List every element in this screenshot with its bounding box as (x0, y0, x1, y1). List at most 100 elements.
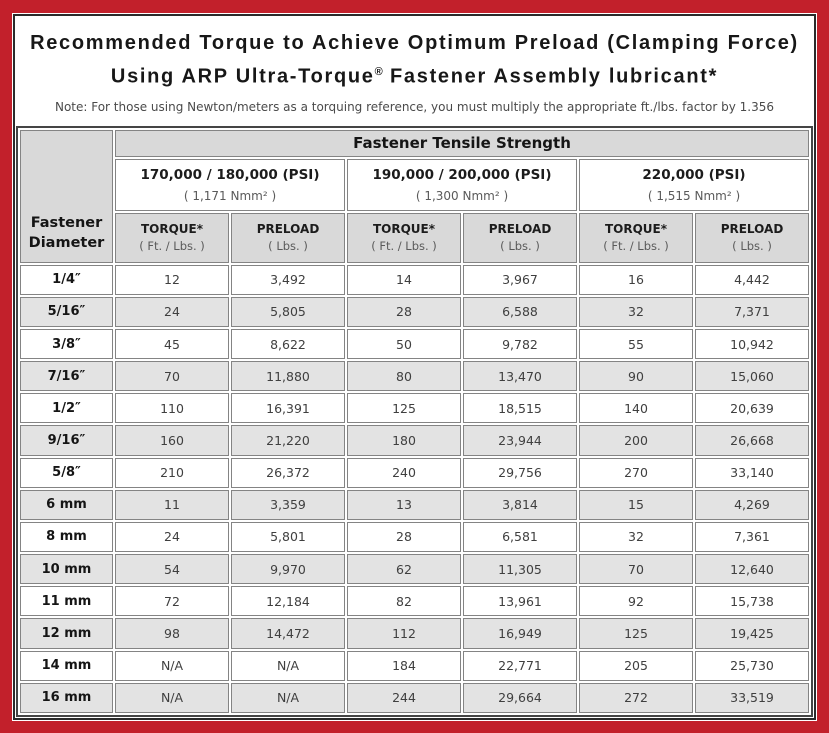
preload-value-cell: 3,492 (231, 264, 345, 295)
torque-value-cell: 205 (579, 650, 693, 681)
torque-value-cell: 98 (115, 618, 229, 649)
table-row: 9/16″ 160 21,220 180 23,944 200 26,668 (20, 425, 809, 456)
torque-value-cell: 13 (347, 489, 461, 520)
torque-value-cell: 90 (579, 361, 693, 392)
psi-group-header-row: 170,000 / 180,000 (PSI) ( 1,171 Nmm² ) 1… (20, 158, 809, 211)
preload-value-cell: 15,738 (695, 586, 809, 617)
preload-unit: ( Lbs. ) (732, 239, 772, 254)
fastener-diameter-header-line2: Diameter (28, 234, 105, 251)
title-line-2-suffix: Fastener Assembly lubricant* (382, 65, 719, 88)
torque-value-cell: 50 (347, 328, 461, 360)
fastener-diameter-cell: 11 mm (20, 586, 113, 617)
registered-trademark-icon: ® (374, 66, 383, 78)
preload-value-cell: 9,970 (231, 554, 345, 585)
torque-value-cell: 125 (579, 618, 693, 649)
torque-value-cell: 54 (115, 554, 229, 585)
torque-value-cell: 80 (347, 361, 461, 392)
psi-label: 220,000 (PSI) (642, 166, 746, 183)
table-row: 1/4″ 12 3,492 14 3,967 16 4,442 (20, 264, 809, 295)
newton-meters-note: Note: For those using Newton/meters as a… (54, 99, 775, 114)
torque-value-cell: 125 (347, 393, 461, 424)
table-row: 16 mm N/A N/A 244 29,664 272 33,519 (20, 682, 809, 713)
fastener-diameter-cell: 3/8″ (20, 328, 113, 360)
fastener-diameter-header: Fastener Diameter (20, 129, 113, 263)
torque-value-cell: 14 (347, 264, 461, 295)
psi-label: 190,000 / 200,000 (PSI) (372, 166, 552, 183)
table-row: 7/16″ 70 11,880 80 13,470 90 15,060 (20, 361, 809, 392)
torque-value-cell: 70 (579, 554, 693, 585)
preload-value-cell: 5,801 (231, 521, 345, 553)
preload-value-cell: 16,391 (231, 393, 345, 424)
torque-column-header: TORQUE* ( Ft. / Lbs. ) (115, 212, 229, 263)
table-row: 6 mm 11 3,359 13 3,814 15 4,269 (20, 489, 809, 520)
torque-value-cell: 15 (579, 489, 693, 520)
table-row: 14 mm N/A N/A 184 22,771 205 25,730 (20, 650, 809, 681)
title-line-1: Recommended Torque to Achieve Optimum Pr… (30, 32, 799, 54)
torque-value-cell: 12 (115, 264, 229, 295)
preload-value-cell: 13,961 (463, 586, 577, 617)
preload-value-cell: N/A (231, 682, 345, 713)
page-title: Recommended Torque to Achieve Optimum Pr… (15, 29, 814, 92)
fastener-diameter-cell: 1/2″ (20, 393, 113, 424)
title-line-2-prefix: Using ARP Ultra-Torque (110, 65, 375, 88)
preload-value-cell: 13,470 (463, 361, 577, 392)
preload-value-cell: 26,668 (695, 425, 809, 456)
table-body: 1/4″ 12 3,492 14 3,967 16 4,442 5/16″ 24 5,805 28 6… (20, 264, 809, 713)
torque-value-cell: 24 (115, 296, 229, 327)
fastener-diameter-cell: 5/16″ (20, 296, 113, 327)
torque-value-cell: 62 (347, 554, 461, 585)
table-row: 11 mm 72 12,184 82 13,961 92 15,738 (20, 586, 809, 617)
preload-value-cell: 11,880 (231, 361, 345, 392)
fastener-diameter-cell: 7/16″ (20, 361, 113, 392)
table-row: 1/2″ 110 16,391 125 18,515 140 20,639 (20, 393, 809, 424)
preload-column-header: PRELOAD ( Lbs. ) (463, 212, 577, 263)
preload-value-cell: 20,639 (695, 393, 809, 424)
preload-value-cell: 4,269 (695, 489, 809, 520)
psi-group-header-3: 220,000 (PSI) ( 1,515 Nmm² ) (579, 158, 809, 211)
torque-value-cell: 32 (579, 521, 693, 553)
fastener-diameter-cell: 14 mm (20, 650, 113, 681)
preload-value-cell: 14,472 (231, 618, 345, 649)
tensile-strength-header: Fastener Tensile Strength (115, 129, 809, 157)
fastener-diameter-cell: 1/4″ (20, 264, 113, 295)
torque-value-cell: 240 (347, 457, 461, 488)
torque-label: TORQUE* (372, 222, 436, 237)
table-row: 8 mm 24 5,801 28 6,581 32 7,361 (20, 521, 809, 553)
main-header-row: Fastener Diameter Fastener Tensile Stren… (20, 129, 809, 263)
torque-label: TORQUE* (140, 222, 204, 237)
preload-value-cell: 22,771 (463, 650, 577, 681)
table-row: 10 mm 54 9,970 62 11,305 70 12,640 (20, 554, 809, 585)
torque-value-cell: 244 (347, 682, 461, 713)
torque-unit: ( Ft. / Lbs. ) (603, 239, 669, 254)
torque-value-cell: 160 (115, 425, 229, 456)
torque-value-cell: N/A (115, 682, 229, 713)
fastener-diameter-cell: 10 mm (20, 554, 113, 585)
preload-value-cell: 26,372 (231, 457, 345, 488)
title-line-2: Using ARP Ultra-Torque® Fastener Assembl… (15, 58, 814, 92)
preload-value-cell: 21,220 (231, 425, 345, 456)
torque-column-header: TORQUE* ( Ft. / Lbs. ) (347, 212, 461, 263)
torque-value-cell: 32 (579, 296, 693, 327)
table-row: 3/8″ 45 8,622 50 9,782 55 10,942 (20, 328, 809, 360)
torque-value-cell: 92 (579, 586, 693, 617)
torque-value-cell: 210 (115, 457, 229, 488)
table-row: 5/8″ 210 26,372 240 29,756 270 33,140 (20, 457, 809, 488)
preload-value-cell: 23,944 (463, 425, 577, 456)
preload-value-cell: 33,519 (695, 682, 809, 713)
torque-value-cell: 270 (579, 457, 693, 488)
torque-value-cell: N/A (115, 650, 229, 681)
preload-value-cell: 29,664 (463, 682, 577, 713)
fastener-diameter-cell: 16 mm (20, 682, 113, 713)
torque-value-cell: 55 (579, 328, 693, 360)
torque-value-cell: 180 (347, 425, 461, 456)
preload-value-cell: 16,949 (463, 618, 577, 649)
torque-column-header: TORQUE* ( Ft. / Lbs. ) (579, 212, 693, 263)
preload-label: PRELOAD (488, 222, 552, 237)
preload-value-cell: 18,515 (463, 393, 577, 424)
fastener-diameter-cell: 5/8″ (20, 457, 113, 488)
preload-value-cell: 3,967 (463, 264, 577, 295)
preload-value-cell: 15,060 (695, 361, 809, 392)
preload-label: PRELOAD (256, 222, 320, 237)
psi-group-header-1: 170,000 / 180,000 (PSI) ( 1,171 Nmm² ) (115, 158, 345, 211)
